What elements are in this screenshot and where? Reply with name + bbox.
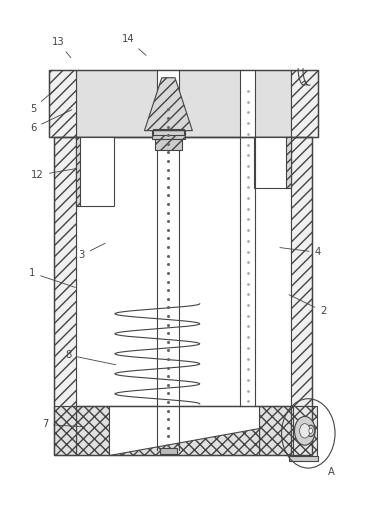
Bar [54,406,75,455]
Bar [293,406,317,459]
Bar [259,406,291,455]
Bar [54,137,75,455]
Bar [75,137,291,406]
Text: 3: 3 [79,243,105,260]
Circle shape [307,425,315,437]
Bar [240,70,255,406]
Bar [54,137,312,455]
Bar [75,406,109,455]
Bar [254,137,291,188]
Circle shape [295,417,315,445]
Text: 2: 2 [289,295,326,316]
Bar [155,140,182,150]
Text: 5: 5 [30,87,58,113]
Text: 6: 6 [30,110,72,133]
Bar [48,70,318,137]
Bar [286,137,291,188]
Bar [48,70,75,137]
Polygon shape [144,78,192,131]
Text: A: A [328,467,335,477]
Bar [152,130,185,140]
Text: 8: 8 [66,350,116,365]
Bar [291,406,312,455]
Bar [153,129,184,135]
Text: 1: 1 [29,268,75,287]
Polygon shape [109,428,259,455]
Circle shape [300,424,310,438]
Bar [75,70,291,137]
Bar [109,406,259,455]
Bar [291,70,318,137]
Bar [291,137,312,455]
Text: 7: 7 [42,419,84,430]
Bar [75,137,80,206]
Bar [157,70,179,450]
Bar [75,137,114,206]
Bar [289,456,319,461]
Text: 12: 12 [31,165,94,180]
Text: 13: 13 [51,37,71,58]
Text: 4: 4 [280,247,321,258]
Bar [159,448,177,454]
Text: 14: 14 [122,34,146,55]
Circle shape [309,428,313,434]
